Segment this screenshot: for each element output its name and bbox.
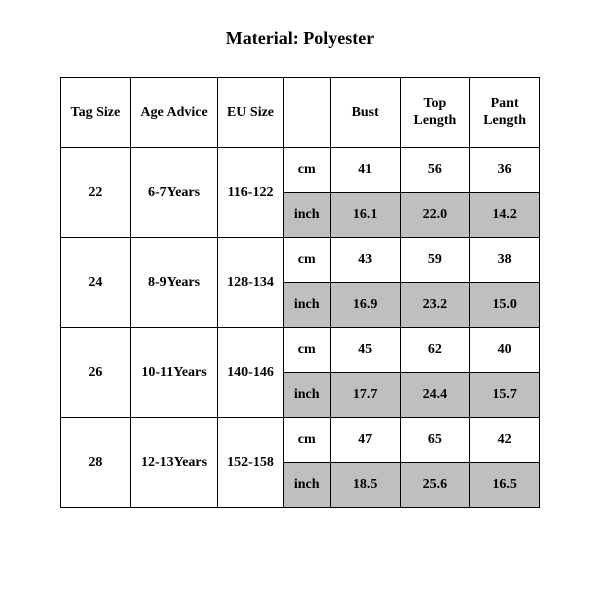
cell-top-cm: 56: [400, 148, 470, 193]
cell-top-cm: 62: [400, 328, 470, 373]
sizing-chart-page: Material: Polyester Tag Size Age Advice …: [0, 0, 600, 600]
cell-unit-cm: cm: [283, 418, 330, 463]
cell-tag-size: 24: [61, 238, 131, 328]
cell-pant-cm: 42: [470, 418, 540, 463]
cell-tag-size: 28: [61, 418, 131, 508]
cell-age-advice: 8-9Years: [130, 238, 218, 328]
col-header-top-length: Top Length: [400, 78, 470, 148]
cell-pant-cm: 38: [470, 238, 540, 283]
cell-top-cm: 59: [400, 238, 470, 283]
table-header-row: Tag Size Age Advice EU Size Bust Top Len…: [61, 78, 540, 148]
cell-unit-inch: inch: [283, 193, 330, 238]
cell-bust-inch: 16.1: [330, 193, 400, 238]
table-row: 22 6-7Years 116-122 cm 41 56 36: [61, 148, 540, 193]
cell-bust-cm: 41: [330, 148, 400, 193]
table-body: 22 6-7Years 116-122 cm 41 56 36 inch 16.…: [61, 148, 540, 508]
size-table: Tag Size Age Advice EU Size Bust Top Len…: [60, 77, 540, 508]
cell-bust-cm: 47: [330, 418, 400, 463]
cell-unit-cm: cm: [283, 238, 330, 283]
cell-pant-inch: 16.5: [470, 463, 540, 508]
cell-unit-cm: cm: [283, 148, 330, 193]
cell-unit-inch: inch: [283, 373, 330, 418]
cell-pant-inch: 14.2: [470, 193, 540, 238]
cell-tag-size: 22: [61, 148, 131, 238]
cell-eu-size: 152-158: [218, 418, 283, 508]
cell-top-inch: 24.4: [400, 373, 470, 418]
cell-pant-inch: 15.0: [470, 283, 540, 328]
cell-tag-size: 26: [61, 328, 131, 418]
col-header-pant-length: Pant Length: [470, 78, 540, 148]
cell-bust-cm: 45: [330, 328, 400, 373]
col-header-top-line1: Top: [401, 96, 470, 113]
col-header-pant-line1: Pant: [470, 96, 539, 113]
col-header-unit: [283, 78, 330, 148]
page-title: Material: Polyester: [0, 28, 600, 49]
cell-top-inch: 23.2: [400, 283, 470, 328]
col-header-age-advice: Age Advice: [130, 78, 218, 148]
cell-eu-size: 116-122: [218, 148, 283, 238]
col-header-eu-size: EU Size: [218, 78, 283, 148]
cell-bust-inch: 16.9: [330, 283, 400, 328]
col-header-bust: Bust: [330, 78, 400, 148]
col-header-top-line2: Length: [401, 113, 470, 130]
cell-age-advice: 12-13Years: [130, 418, 218, 508]
cell-top-inch: 25.6: [400, 463, 470, 508]
cell-bust-inch: 17.7: [330, 373, 400, 418]
cell-pant-cm: 36: [470, 148, 540, 193]
cell-bust-inch: 18.5: [330, 463, 400, 508]
cell-unit-inch: inch: [283, 283, 330, 328]
cell-eu-size: 140-146: [218, 328, 283, 418]
cell-bust-cm: 43: [330, 238, 400, 283]
col-header-pant-line2: Length: [470, 113, 539, 130]
cell-age-advice: 10-11Years: [130, 328, 218, 418]
table-row: 28 12-13Years 152-158 cm 47 65 42: [61, 418, 540, 463]
cell-top-inch: 22.0: [400, 193, 470, 238]
cell-pant-inch: 15.7: [470, 373, 540, 418]
table-row: 26 10-11Years 140-146 cm 45 62 40: [61, 328, 540, 373]
cell-unit-cm: cm: [283, 328, 330, 373]
cell-unit-inch: inch: [283, 463, 330, 508]
col-header-tag-size: Tag Size: [61, 78, 131, 148]
cell-top-cm: 65: [400, 418, 470, 463]
cell-pant-cm: 40: [470, 328, 540, 373]
table-row: 24 8-9Years 128-134 cm 43 59 38: [61, 238, 540, 283]
cell-age-advice: 6-7Years: [130, 148, 218, 238]
cell-eu-size: 128-134: [218, 238, 283, 328]
